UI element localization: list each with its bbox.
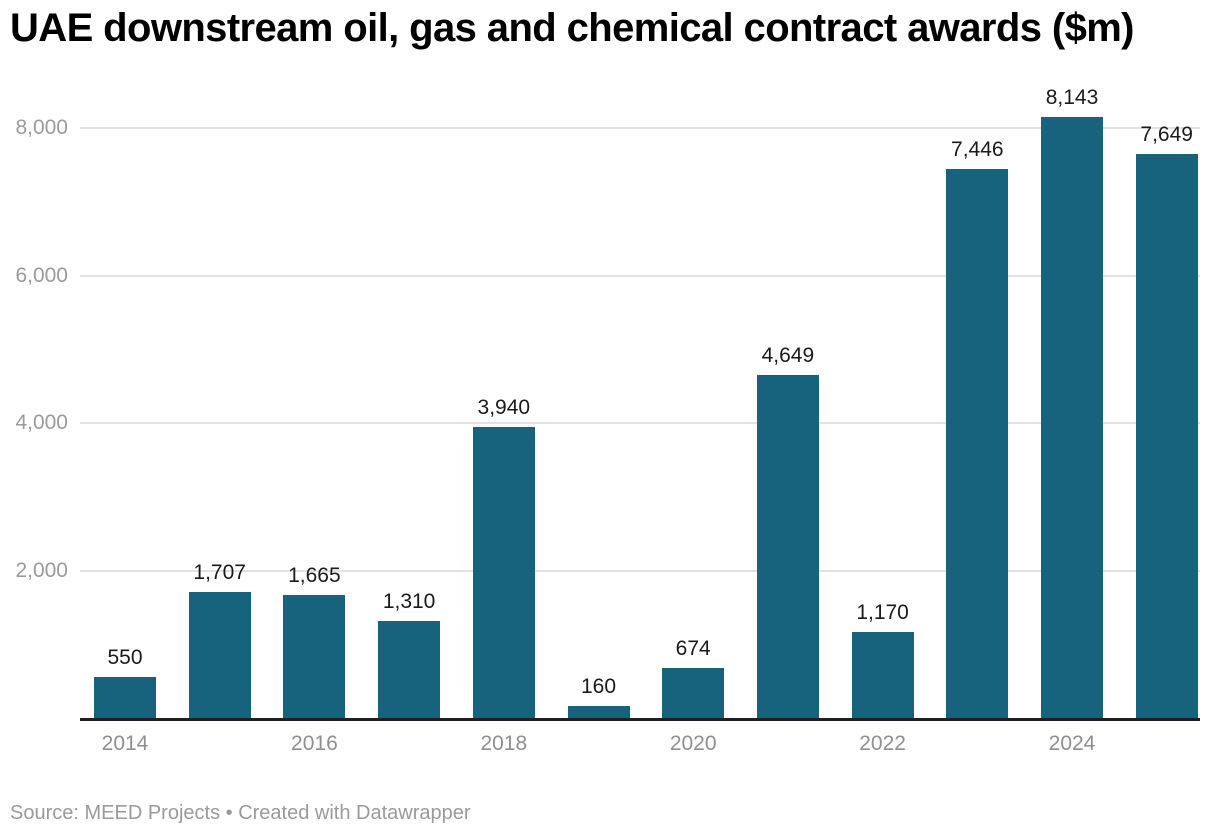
- bar-2018[interactable]: [472, 427, 535, 718]
- x-axis-tick-label-2018: 2018: [480, 732, 528, 755]
- bar-2021[interactable]: [756, 375, 819, 718]
- x-axis-tick-label-2016: 2016: [291, 732, 338, 755]
- bar-2025[interactable]: [1135, 153, 1198, 718]
- bar-2015[interactable]: [188, 592, 251, 718]
- y-axis-tick-label: 2,000: [15, 558, 68, 582]
- bar-value-label-2024: 8,143: [1045, 86, 1099, 110]
- bar-value-label-2018: 3,940: [477, 396, 531, 420]
- y-axis-tick-label: 6,000: [15, 263, 68, 287]
- y-gridline-2000: [80, 569, 1200, 572]
- bar-2014[interactable]: [94, 677, 156, 718]
- bar-value-label-2020: 674: [675, 637, 711, 661]
- x-axis-tick-label-2024: 2024: [1048, 732, 1096, 755]
- bar-value-label-2017: 1,310: [382, 590, 436, 614]
- bar-value-label-2022: 1,170: [856, 600, 909, 624]
- x-axis-tick-label-2014: 2014: [101, 732, 149, 755]
- y-axis-tick-label: 4,000: [15, 411, 68, 434]
- bar-value-label-2025: 7,649: [1140, 122, 1193, 146]
- bar-value-label-2021: 4,649: [761, 344, 815, 368]
- source-name-link[interactable]: MEED Projects: [84, 802, 221, 824]
- bar-2022[interactable]: [851, 631, 914, 718]
- x-axis-line: [80, 718, 1200, 721]
- bar-2024[interactable]: [1041, 117, 1103, 718]
- y-gridline-8000: [80, 127, 1200, 129]
- bar-2019[interactable]: [567, 706, 630, 718]
- bar-value-label-2023: 7,446: [951, 137, 1004, 161]
- footer-separator: •: [220, 802, 239, 824]
- bar-value-label-2015: 1,707: [193, 561, 246, 585]
- plot-area: 550 1,707 1,665 1,310 3,940 160 674 4,649 1,170 7…: [80, 86, 1200, 721]
- x-axis-tick-label-2020: 2020: [669, 732, 717, 755]
- bar-2016[interactable]: [283, 595, 346, 718]
- y-axis-tick-label: 8,000: [15, 116, 68, 139]
- footer-note: Source: MEED Projects • Created with Dat…: [10, 801, 471, 825]
- bar-2017[interactable]: [378, 621, 441, 718]
- x-axis-tick-label-2022: 2022: [859, 732, 906, 755]
- source-label: Source:: [10, 802, 85, 824]
- bar-2023[interactable]: [946, 168, 1009, 718]
- datawrapper-credit-link[interactable]: Created with Datawrapper: [238, 802, 471, 824]
- bar-value-label-2016: 1,665: [288, 564, 341, 588]
- bar-value-label-2014: 550: [107, 646, 143, 670]
- bar-value-label-2019: 160: [580, 675, 617, 699]
- y-gridline-4000: [80, 422, 1200, 424]
- y-gridline-6000: [80, 274, 1200, 277]
- bar-2020[interactable]: [662, 668, 725, 718]
- chart-title: UAE downstream oil, gas and chemical con…: [10, 6, 1135, 50]
